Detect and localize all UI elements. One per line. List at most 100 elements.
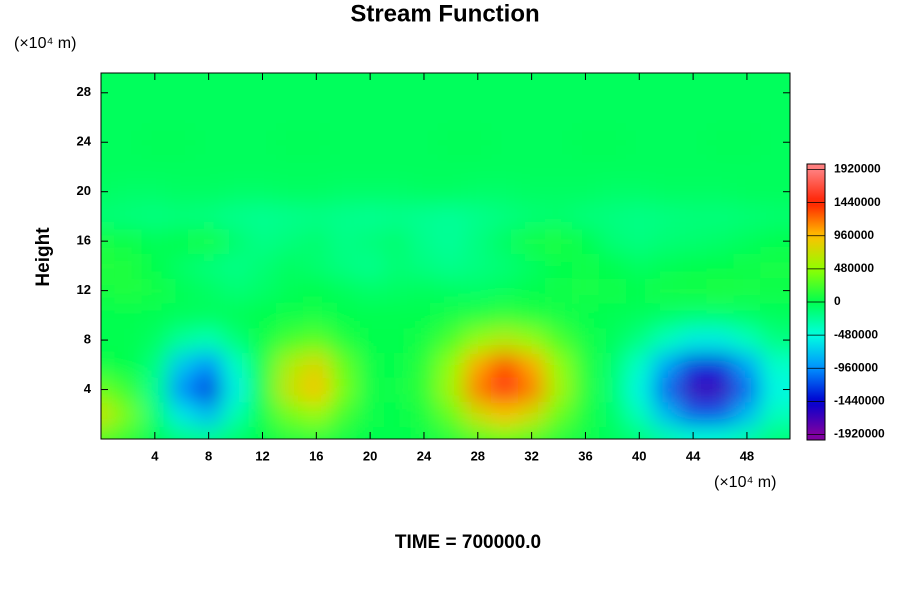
- field-cell: [625, 179, 654, 205]
- field-cell: [464, 278, 492, 304]
- field-cell: [733, 401, 761, 428]
- plot-frame: [100, 72, 791, 440]
- field-cell: [437, 73, 465, 106]
- field-cell: [679, 401, 708, 428]
- field-cell: [491, 154, 519, 180]
- field-cell: [114, 377, 142, 403]
- field-cell: [545, 73, 573, 106]
- field-cell: [437, 228, 465, 255]
- field-cell: [464, 105, 492, 131]
- field-cell: [571, 179, 600, 205]
- field-cell: [101, 204, 115, 230]
- field-cell: [356, 154, 385, 180]
- field-cell: [168, 129, 196, 156]
- footer-time: TIME = 700000.0: [395, 532, 541, 553]
- field-cell: [760, 352, 790, 378]
- field-cell: [760, 302, 790, 329]
- field-cell: [195, 278, 223, 304]
- field-cell: [329, 426, 358, 439]
- field-cell: [222, 105, 250, 131]
- field-cell: [356, 204, 385, 230]
- field-cell: [598, 154, 627, 180]
- field-cell: [545, 377, 573, 403]
- field-cell: [275, 278, 304, 304]
- field-cell: [222, 253, 250, 279]
- field-cell: [706, 253, 734, 279]
- colorbar-tick-label: -1440000: [834, 394, 885, 408]
- field-cell: [329, 154, 358, 180]
- field-cell: [733, 228, 761, 255]
- field-cell: [222, 154, 250, 180]
- field-cell: [275, 179, 304, 205]
- field-cell: [598, 179, 627, 205]
- field-cell: [464, 204, 492, 230]
- x-tick-label: 8: [205, 448, 212, 463]
- field-cell: [249, 401, 277, 428]
- field-cell: [598, 73, 627, 106]
- field-cell: [652, 204, 681, 230]
- field-cell: [760, 401, 790, 428]
- field-cell: [168, 327, 196, 353]
- field-cell: [733, 154, 761, 180]
- field-cell: [760, 253, 790, 279]
- field-cell: [545, 327, 573, 353]
- field-cell: [437, 377, 465, 403]
- field-cell: [733, 377, 761, 403]
- field-cell: [652, 352, 681, 378]
- field-cell: [464, 302, 492, 329]
- x-unit: (×10⁴ m): [714, 474, 776, 491]
- field-cell: [168, 154, 196, 180]
- field-cell: [437, 129, 465, 156]
- field-cell: [733, 204, 761, 230]
- field-cell: [679, 129, 708, 156]
- field-cell: [249, 278, 277, 304]
- field-cell: [302, 204, 331, 230]
- field-cell: [101, 352, 115, 378]
- field-cell: [706, 179, 734, 205]
- field-cell: [491, 278, 519, 304]
- field-cell: [491, 327, 519, 353]
- field-cell: [518, 302, 546, 329]
- field-cell: [652, 278, 681, 304]
- field-cell: [598, 129, 627, 156]
- field-cell: [571, 253, 600, 279]
- field-cell: [652, 129, 681, 156]
- field-cell: [464, 179, 492, 205]
- field-cell: [437, 179, 465, 205]
- field-cell: [249, 179, 277, 205]
- field-cell: [706, 377, 734, 403]
- field-cell: [383, 327, 412, 353]
- field-cell: [706, 105, 734, 131]
- field-cell: [679, 327, 708, 353]
- field-cell: [302, 352, 331, 378]
- field-cell: [518, 154, 546, 180]
- field-cell: [275, 302, 304, 329]
- field-cell: [545, 352, 573, 378]
- field-cell: [464, 327, 492, 353]
- y-tick-label: 24: [77, 134, 92, 149]
- field-cell: [222, 377, 250, 403]
- field-cell: [518, 228, 546, 255]
- x-tick-label: 20: [363, 448, 377, 463]
- field-cell: [101, 426, 115, 439]
- field-cell: [101, 302, 115, 329]
- field-cell: [302, 228, 331, 255]
- field-cell: [222, 302, 250, 329]
- field-cell: [598, 426, 627, 439]
- field-cell: [329, 73, 358, 106]
- field-cell: [141, 327, 169, 353]
- field-cell: [706, 426, 734, 439]
- field-cell: [545, 105, 573, 131]
- field-cell: [410, 377, 438, 403]
- field-cell: [275, 105, 304, 131]
- field-cell: [464, 73, 492, 106]
- field-cell: [571, 129, 600, 156]
- field-cell: [437, 154, 465, 180]
- field-cell: [356, 228, 385, 255]
- field-cell: [249, 377, 277, 403]
- field-cell: [679, 73, 708, 106]
- field-cell: [249, 253, 277, 279]
- field-cell: [329, 204, 358, 230]
- field-cell: [571, 105, 600, 131]
- field-cell: [598, 228, 627, 255]
